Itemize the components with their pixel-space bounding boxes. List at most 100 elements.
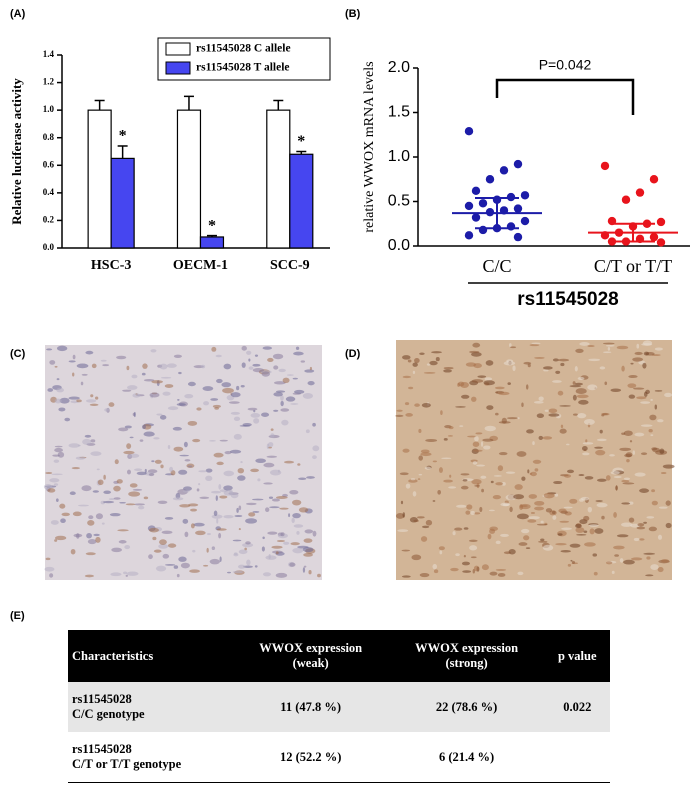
tissue-texture xyxy=(648,429,653,433)
y-tick-label: 1.5 xyxy=(388,104,410,121)
tissue-texture xyxy=(129,436,134,439)
x-tick-label: OECM-1 xyxy=(173,258,228,273)
tissue-texture xyxy=(184,531,189,538)
tissue-texture xyxy=(643,552,656,555)
tissue-texture xyxy=(471,396,477,402)
tissue-texture xyxy=(158,543,169,549)
tissue-texture xyxy=(209,440,216,442)
tissue-texture xyxy=(218,532,222,539)
legend-swatch xyxy=(165,42,191,56)
tissue-texture xyxy=(160,376,172,379)
tissue-texture xyxy=(527,363,531,368)
tissue-texture xyxy=(548,408,558,414)
data-point xyxy=(464,231,474,240)
tissue-texture xyxy=(292,547,304,554)
tissue-texture xyxy=(172,426,182,431)
tissue-texture xyxy=(455,553,460,557)
tissue-texture xyxy=(581,446,588,451)
data-point xyxy=(621,195,631,204)
tissue-texture xyxy=(483,445,491,450)
tissue-texture xyxy=(273,381,286,385)
tissue-texture xyxy=(468,539,478,542)
tissue-texture xyxy=(534,500,545,506)
tissue-texture xyxy=(116,479,123,484)
tissue-texture xyxy=(399,472,409,476)
tissue-texture xyxy=(55,498,59,502)
tissue-texture xyxy=(576,533,587,536)
tissue-texture xyxy=(402,448,410,453)
tissue-texture xyxy=(621,365,625,372)
tissue-texture xyxy=(601,412,610,416)
tissue-texture xyxy=(103,500,115,504)
tissue-texture xyxy=(530,511,535,514)
tissue-texture xyxy=(643,521,647,524)
bar xyxy=(199,236,225,249)
tissue-texture xyxy=(616,534,629,538)
tissue-texture xyxy=(426,363,431,366)
tissue-texture xyxy=(212,404,221,408)
tissue-texture xyxy=(242,543,254,548)
tissue-texture xyxy=(312,455,317,460)
tissue-texture xyxy=(596,478,607,482)
tissue-texture xyxy=(420,452,432,457)
header-row: Characteristics WWOX expression (weak) WWO… xyxy=(68,630,610,682)
tissue-texture xyxy=(544,409,550,412)
tissue-texture xyxy=(270,428,274,431)
tissue-texture xyxy=(457,382,460,387)
tissue-texture xyxy=(113,485,121,492)
tissue-texture xyxy=(623,430,633,436)
tissue-texture xyxy=(90,394,94,398)
tissue-texture xyxy=(233,416,241,422)
tissue-texture xyxy=(538,435,544,441)
data-point xyxy=(656,238,666,247)
tissue-texture xyxy=(297,463,301,466)
tissue-texture xyxy=(489,571,498,576)
tissue-texture xyxy=(268,442,274,448)
tissue-texture xyxy=(125,574,128,577)
tissue-texture xyxy=(202,386,214,391)
tissue-texture xyxy=(189,508,198,512)
tissue-texture xyxy=(611,570,615,574)
tissue-texture xyxy=(127,385,138,390)
tissue-texture xyxy=(455,406,466,408)
tissue-texture xyxy=(229,449,242,454)
tissue-texture xyxy=(471,479,482,485)
tissue-texture xyxy=(517,571,524,576)
tissue-texture xyxy=(289,489,299,495)
tissue-texture xyxy=(502,503,510,507)
tissue-texture xyxy=(484,425,496,432)
tissue-texture xyxy=(551,510,556,515)
tissue-texture xyxy=(176,573,180,578)
tissue-texture xyxy=(221,382,232,388)
tissue-texture xyxy=(425,438,438,442)
tissue-texture xyxy=(636,343,640,349)
tissue-texture xyxy=(266,455,278,458)
tissue-texture xyxy=(53,459,60,463)
tissue-texture xyxy=(555,370,561,374)
tissue-texture xyxy=(498,452,508,456)
tissue-texture xyxy=(637,523,645,527)
tissue-texture xyxy=(620,522,633,527)
tissue-texture xyxy=(241,345,247,351)
bar xyxy=(289,153,314,249)
tissue-texture xyxy=(578,474,585,476)
tissue-texture xyxy=(302,567,306,573)
tissue-texture xyxy=(132,488,143,491)
tissue-texture xyxy=(657,534,663,540)
tissue-texture xyxy=(154,459,162,464)
tissue-texture xyxy=(634,432,645,437)
tissue-texture xyxy=(234,514,243,518)
tissue-texture xyxy=(85,552,96,556)
tissue-texture xyxy=(604,381,608,386)
tissue-texture xyxy=(265,507,270,513)
tissue-texture xyxy=(636,396,647,400)
tissue-texture xyxy=(654,404,658,410)
tissue-texture xyxy=(266,443,270,449)
micrograph xyxy=(45,345,322,580)
tissue-texture xyxy=(116,355,127,360)
tissue-texture xyxy=(648,526,658,532)
tissue-texture xyxy=(523,535,530,541)
tissue-texture xyxy=(72,372,75,377)
tissue-texture xyxy=(473,512,481,515)
